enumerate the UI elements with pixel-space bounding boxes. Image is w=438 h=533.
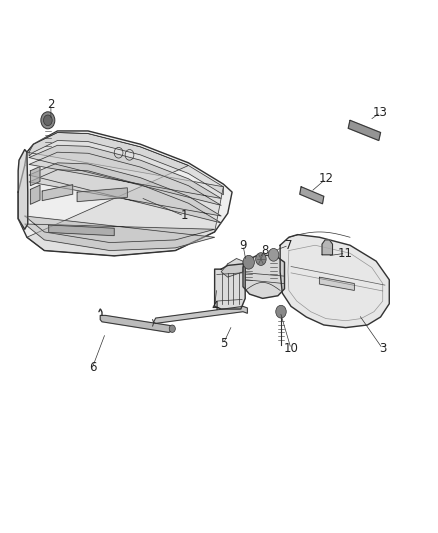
Text: 3: 3 <box>379 342 386 356</box>
Polygon shape <box>322 240 332 255</box>
Polygon shape <box>153 306 247 324</box>
Polygon shape <box>215 264 245 309</box>
Polygon shape <box>42 184 73 200</box>
Polygon shape <box>300 187 324 204</box>
Text: 1: 1 <box>180 209 188 222</box>
Polygon shape <box>49 225 114 236</box>
Polygon shape <box>29 163 221 223</box>
Circle shape <box>243 255 254 269</box>
Polygon shape <box>280 235 389 328</box>
Polygon shape <box>25 216 215 251</box>
Text: 10: 10 <box>283 342 298 356</box>
Polygon shape <box>100 316 173 333</box>
Polygon shape <box>29 146 221 205</box>
Text: 12: 12 <box>318 172 333 185</box>
Polygon shape <box>221 259 243 277</box>
Text: 13: 13 <box>373 106 388 119</box>
Text: 9: 9 <box>239 239 247 252</box>
Circle shape <box>276 305 286 318</box>
Text: 8: 8 <box>261 244 268 257</box>
Polygon shape <box>77 188 127 201</box>
Circle shape <box>268 248 279 261</box>
Text: 7: 7 <box>285 239 293 252</box>
Polygon shape <box>27 133 223 256</box>
Text: 4: 4 <box>211 300 219 313</box>
Circle shape <box>169 325 175 333</box>
Polygon shape <box>319 277 354 290</box>
Polygon shape <box>18 131 232 256</box>
Polygon shape <box>348 120 381 141</box>
Polygon shape <box>243 255 285 298</box>
Polygon shape <box>30 166 40 185</box>
Polygon shape <box>29 133 223 195</box>
Polygon shape <box>30 185 40 204</box>
Text: 11: 11 <box>338 247 353 260</box>
Circle shape <box>43 115 52 126</box>
Text: 5: 5 <box>220 337 227 350</box>
Circle shape <box>256 253 266 265</box>
Circle shape <box>41 112 55 129</box>
Text: 2: 2 <box>47 98 55 111</box>
Text: 6: 6 <box>88 361 96 374</box>
Polygon shape <box>18 150 28 229</box>
